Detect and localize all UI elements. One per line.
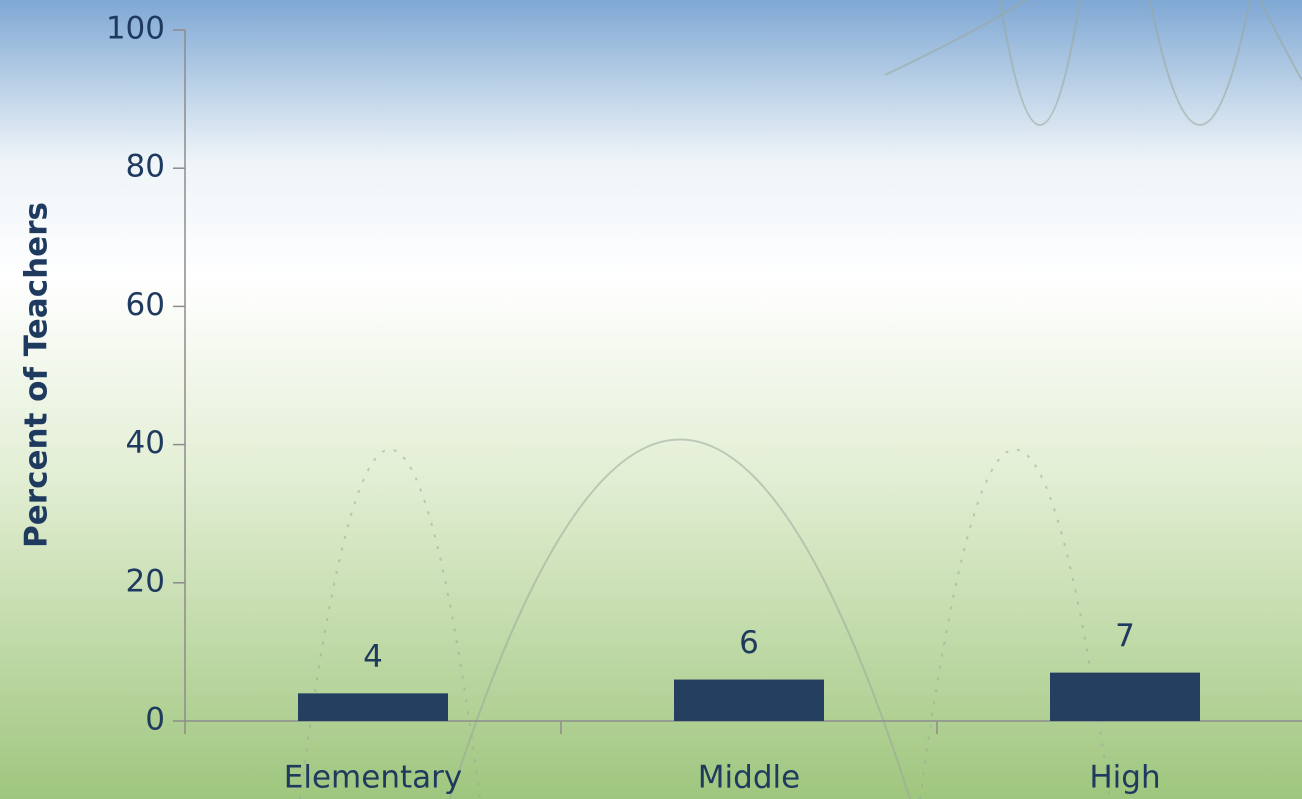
y-tick-label: 100 [106, 11, 165, 47]
x-tick-label: Middle [698, 760, 800, 796]
x-tick-label: High [1089, 760, 1160, 796]
data-label: 4 [363, 639, 383, 675]
x-tick-label: Elementary [284, 760, 462, 796]
y-tick-label: 40 [126, 425, 165, 461]
data-label: 6 [739, 625, 759, 661]
y-tick-label: 80 [126, 149, 165, 185]
y-axis-label: Percent of Teachers [19, 202, 55, 548]
y-tick-label: 60 [126, 287, 165, 323]
bar [674, 679, 824, 721]
y-tick-label: 20 [126, 563, 165, 599]
bar [298, 693, 448, 721]
data-label: 7 [1115, 618, 1135, 654]
y-tick-label: 0 [145, 702, 165, 738]
decoration [299, 0, 1302, 799]
bar [1050, 672, 1200, 721]
